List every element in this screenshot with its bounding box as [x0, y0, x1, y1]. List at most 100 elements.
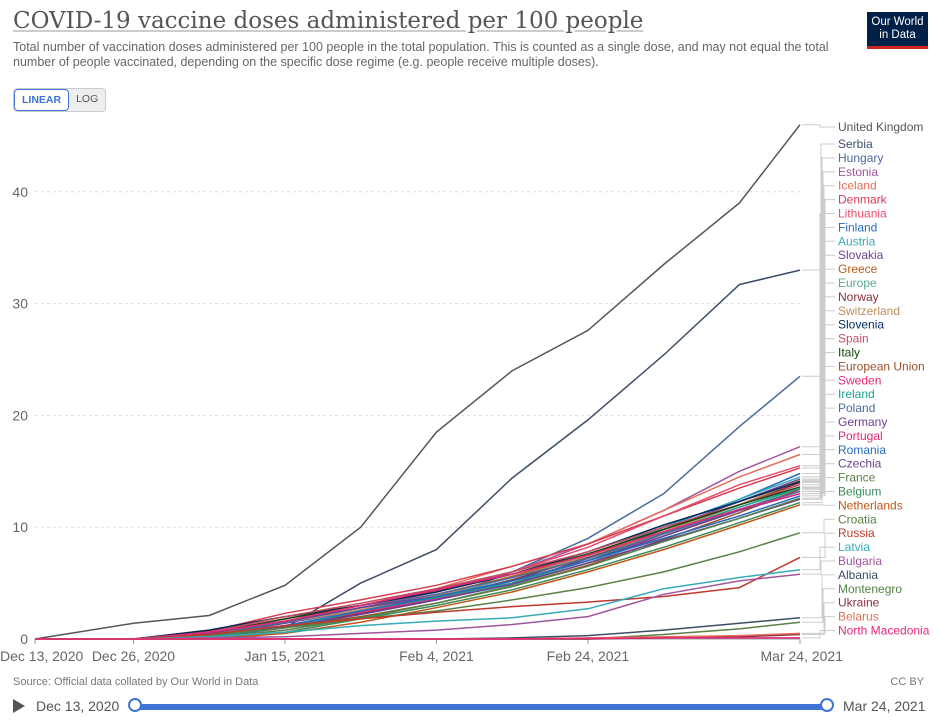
legend-label[interactable]: Netherlands: [838, 498, 903, 512]
legend-label[interactable]: Lithuania: [838, 207, 887, 221]
legend-connector: [802, 602, 835, 636]
logo-line2: in Data: [879, 29, 916, 41]
series-line-norway: [35, 481, 801, 640]
y-tick-label: 0: [20, 631, 28, 647]
log-button[interactable]: LOG: [69, 89, 106, 111]
x-tick-label: Jan 15, 2021: [244, 648, 325, 664]
legend-label[interactable]: Norway: [838, 290, 879, 304]
legend-label[interactable]: Poland: [838, 401, 875, 415]
legend-label[interactable]: Albania: [838, 568, 878, 582]
legend-label[interactable]: Spain: [838, 332, 869, 346]
series-line-russia: [35, 556, 801, 640]
play-icon[interactable]: [13, 699, 25, 713]
legend-label[interactable]: Sweden: [838, 373, 881, 387]
chart-subtitle: Total number of vaccination doses admini…: [13, 40, 829, 69]
timeline-end-label: Mar 24, 2021: [843, 698, 926, 714]
line-chart: 0 10 20 30 40 Dec 13, 2020 Dec 26, 2020 Jan 15,…: [0, 120, 930, 664]
legend-label[interactable]: Estonia: [838, 165, 878, 179]
x-tick-label: Feb 24, 2021: [547, 648, 630, 664]
legend-label[interactable]: Slovenia: [838, 318, 884, 332]
legend-label[interactable]: Ukraine: [838, 596, 880, 610]
x-tick-label: Feb 4, 2021: [399, 648, 474, 664]
timeline-track[interactable]: [135, 704, 827, 710]
legend-connector: [802, 213, 835, 467]
legend-label[interactable]: Serbia: [838, 137, 873, 151]
legend-label[interactable]: France: [838, 471, 876, 485]
legend-connector: [802, 463, 835, 500]
legend-connector: [802, 477, 835, 499]
linear-button[interactable]: LINEAR: [14, 89, 70, 111]
license-link[interactable]: CC BY: [890, 676, 924, 688]
legend-label[interactable]: Romania: [838, 443, 886, 457]
legend-label[interactable]: United Kingdom: [838, 120, 923, 134]
legend-connector: [802, 157, 835, 377]
x-tick-label: Dec 13, 2020: [0, 648, 83, 664]
series-line-ireland: [35, 487, 801, 640]
series-line-europe: [35, 487, 801, 640]
series-line-romania: [35, 495, 801, 640]
legend-connector: [802, 449, 835, 497]
timeline-end-handle[interactable]: [820, 698, 834, 712]
x-tick-label: Mar 24, 2021: [761, 648, 844, 664]
y-tick-label: 20: [12, 407, 28, 423]
legend-connector: [802, 504, 835, 506]
legend-label[interactable]: Latvia: [838, 540, 870, 554]
legend-connector: [802, 518, 835, 534]
legend-label[interactable]: Belgium: [838, 485, 881, 499]
scale-toggle[interactable]: LINEAR LOG: [13, 88, 107, 112]
legend-label[interactable]: Croatia: [838, 512, 877, 526]
legend-connector: [802, 338, 835, 486]
legend-connector: [802, 574, 835, 619]
series-line-slovenia: [35, 480, 801, 640]
chart-title: COVID-19 vaccine doses administered per …: [13, 8, 644, 34]
legend-label[interactable]: European Union: [838, 359, 925, 373]
series-line-north-macedonia: [35, 637, 800, 640]
source-note: Source: Official data collated by Our Wo…: [13, 676, 259, 688]
legend-label[interactable]: Denmark: [838, 193, 888, 207]
series-line-switzerland: [35, 479, 801, 640]
timeline-start-label: Dec 13, 2020: [36, 698, 120, 714]
legend-label[interactable]: Finland: [838, 220, 877, 234]
timeline-start-handle[interactable]: [128, 698, 142, 712]
legend-connector: [802, 124, 835, 128]
legend-connector: [802, 143, 835, 271]
logo-line1: Our World: [871, 16, 924, 28]
series-line-italy: [35, 486, 801, 640]
legend-connector: [802, 560, 835, 575]
series-line-greece: [35, 481, 801, 640]
legend-label[interactable]: Ireland: [838, 387, 875, 401]
legend-label[interactable]: Iceland: [838, 179, 877, 193]
legend-label[interactable]: Montenegro: [838, 582, 902, 596]
legend-label[interactable]: Italy: [838, 346, 860, 360]
y-tick-label: 30: [12, 296, 28, 312]
legend-label[interactable]: North Macedonia: [838, 624, 930, 638]
legend-label[interactable]: Hungary: [838, 151, 883, 165]
series-line-poland: [35, 490, 801, 640]
series-line-serbia: [35, 269, 801, 640]
legend-connector: [802, 282, 835, 489]
legend-connector: [802, 435, 835, 495]
x-tick-label: Dec 26, 2020: [92, 648, 175, 664]
legend-label[interactable]: Belarus: [838, 610, 879, 624]
legend-label[interactable]: Slovakia: [838, 248, 884, 262]
y-tick-label: 10: [12, 519, 28, 535]
legend-label[interactable]: Portugal: [838, 429, 883, 443]
legend-label[interactable]: Bulgaria: [838, 554, 882, 568]
series-line-portugal: [35, 492, 801, 640]
legend-label[interactable]: Austria: [838, 234, 876, 248]
owid-logo[interactable]: Our World in Data: [867, 12, 928, 49]
legend-label[interactable]: Russia: [838, 526, 875, 540]
legend-connector: [802, 491, 835, 504]
series-line-sweden: [35, 490, 801, 640]
legend-connector: [802, 588, 835, 623]
legend-label[interactable]: Switzerland: [838, 304, 900, 318]
series-line-european-union: [35, 488, 801, 640]
legend-label[interactable]: Greece: [838, 262, 878, 276]
legend-connector: [802, 532, 835, 558]
legend-connector: [802, 226, 835, 475]
legend-label[interactable]: Czechia: [838, 457, 882, 471]
legend-connector: [802, 254, 835, 480]
legend-label[interactable]: Germany: [838, 415, 887, 429]
legend-connector: [802, 393, 835, 489]
legend-label[interactable]: Europe: [838, 276, 877, 290]
